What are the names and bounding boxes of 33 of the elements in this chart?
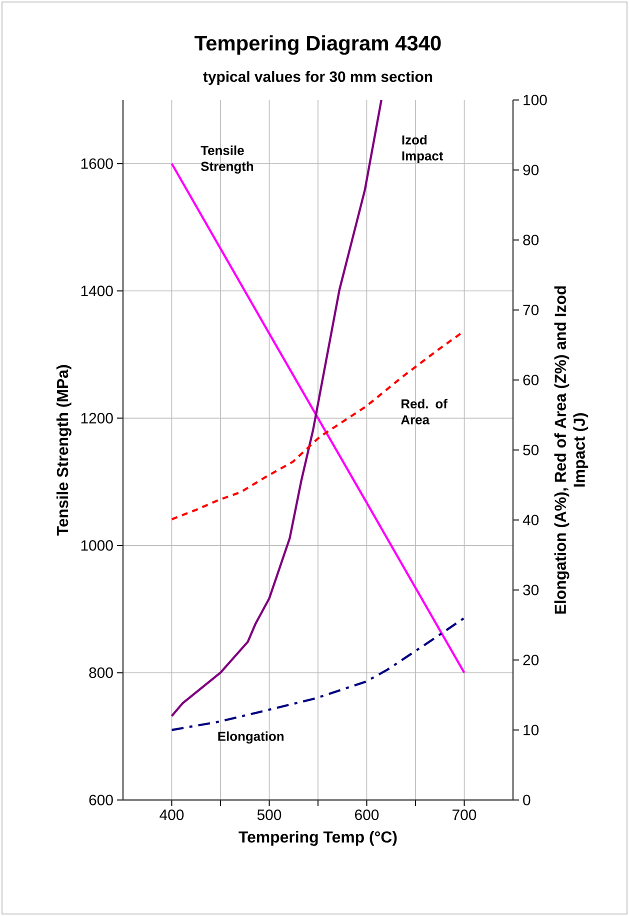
y2-tick-label: 60 [523,374,539,386]
y2-tick-label: 50 [523,444,539,456]
y2-tick-label: 90 [523,164,539,176]
x-axis-title: Tempering Temp (°C) [238,830,397,846]
x-tick-label: 600 [355,810,379,820]
line-series [170,100,382,718]
x-tick-label: 500 [257,810,282,820]
y-tick-label: 1600 [81,158,113,169]
series-label: Red. of Area [401,398,448,424]
y-axis-title: Tensile Strength (MPa) [56,365,72,536]
line-series [170,162,466,674]
y-tick-label: 600 [89,794,113,806]
chart-subtitle: typical values for 30 mm section [203,71,432,85]
y2-tick-label: 80 [523,234,539,246]
chart-title: Tempering Diagram 4340 [194,35,441,55]
x-tick-label: 400 [160,810,184,820]
series-label: Tensile Strength [200,146,254,174]
y-tick-label: 1400 [81,286,113,296]
series-label: Elongation [218,731,284,744]
x-tick-label: 700 [452,810,476,820]
y2-tick-label: 30 [523,584,539,596]
line-series [170,616,466,732]
y2-tick-label: 100 [524,94,547,106]
y2-tick-label: 40 [522,514,539,526]
text: Izod Impact [402,135,444,164]
y-tick-label: 1200 [81,412,113,424]
y-tick-label: 800 [89,667,113,678]
y2-tick-label: 0 [523,794,530,806]
y2-tick-label: 10 [524,724,539,736]
y2-tick-label: 20 [523,654,539,666]
y-tick-label: 1000 [81,540,113,551]
y2-axis-title: Elongation (A%), Red of Area (Z%) and Izod Impact (J) [554,286,588,614]
y2-tick-label: 70 [523,304,539,316]
